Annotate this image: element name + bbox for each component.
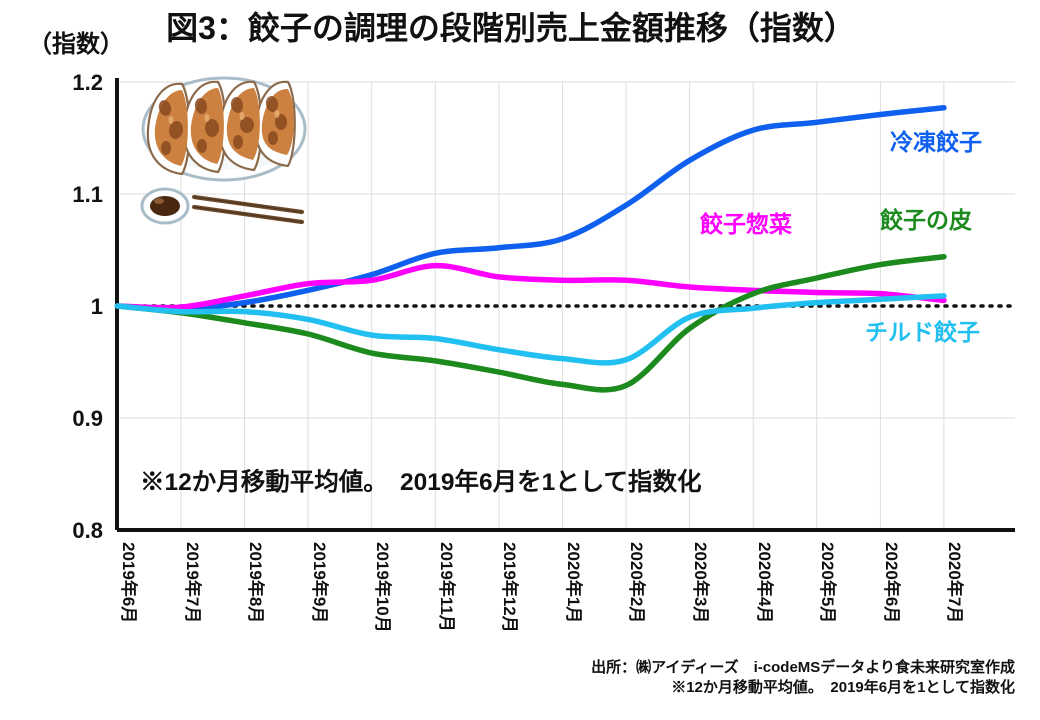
svg-text:2019年12月: 2019年12月 (500, 542, 520, 633)
svg-text:冷凍餃子: 冷凍餃子 (890, 129, 982, 155)
svg-text:0.9: 0.9 (72, 406, 103, 431)
svg-text:2019年10月: 2019年10月 (373, 542, 393, 633)
svg-text:2020年6月: 2020年6月 (882, 542, 902, 623)
svg-text:2019年6月: 2019年6月 (119, 542, 139, 623)
svg-text:1.2: 1.2 (72, 70, 103, 95)
svg-text:2019年11月: 2019年11月 (437, 542, 457, 632)
svg-text:2020年7月: 2020年7月 (945, 542, 965, 623)
svg-text:2020年5月: 2020年5月 (818, 542, 838, 623)
svg-text:2020年1月: 2020年1月 (564, 542, 584, 623)
svg-text:2019年7月: 2019年7月 (183, 542, 203, 623)
svg-text:出所：㈱アイディーズ i-codeMSデータより食未来研究室: 出所：㈱アイディーズ i-codeMSデータより食未来研究室作成 (591, 658, 1015, 676)
svg-text:※12か月移動平均値。 2019年6月を1として指数化: ※12か月移動平均値。 2019年6月を1として指数化 (140, 467, 702, 496)
svg-text:1.1: 1.1 (72, 182, 103, 207)
svg-text:2019年8月: 2019年8月 (246, 542, 266, 623)
svg-text:2020年4月: 2020年4月 (755, 542, 775, 623)
svg-text:2019年9月: 2019年9月 (310, 542, 330, 623)
svg-text:1: 1 (91, 294, 103, 319)
svg-text:※12か月移動平均値。 2019年6月を1として指数化: ※12か月移動平均値。 2019年6月を1として指数化 (671, 678, 1015, 696)
svg-text:餃子の皮: 餃子の皮 (880, 207, 972, 233)
svg-text:（指数）: （指数） (28, 31, 124, 58)
svg-text:チルド餃子: チルド餃子 (865, 319, 980, 345)
svg-text:図3：餃子の調理の段階別売上金額推移（指数）: 図3：餃子の調理の段階別売上金額推移（指数） (166, 10, 856, 46)
svg-text:餃子惣菜: 餃子惣菜 (700, 211, 792, 237)
svg-text:2020年2月: 2020年2月 (627, 542, 647, 623)
svg-text:2020年3月: 2020年3月 (691, 542, 711, 623)
svg-text:0.8: 0.8 (72, 518, 103, 543)
